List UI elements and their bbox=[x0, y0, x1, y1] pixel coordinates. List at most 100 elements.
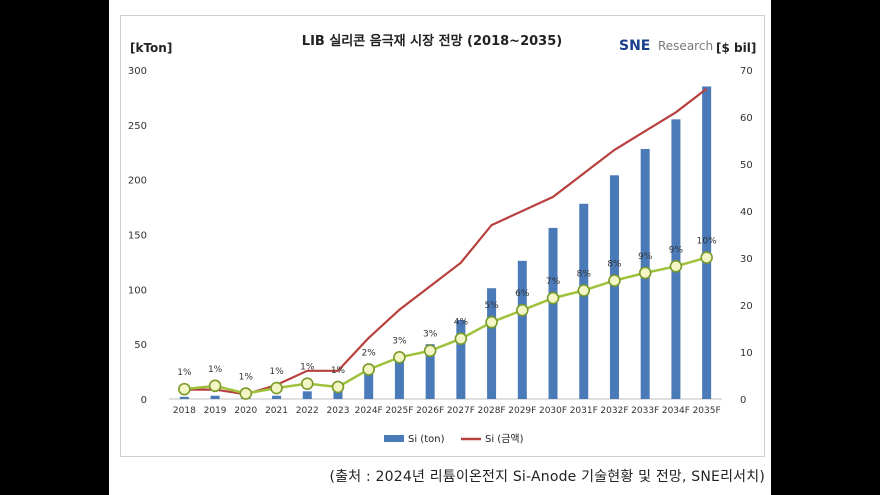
share-label: 1% bbox=[331, 366, 346, 376]
y-right-tick-label: 30 bbox=[740, 254, 753, 265]
legend-bar-label: Si (ton) bbox=[408, 434, 445, 445]
share-marker bbox=[638, 266, 652, 280]
share-marker bbox=[669, 260, 683, 273]
share-label: 3% bbox=[423, 330, 438, 340]
share-label: 2% bbox=[362, 348, 377, 358]
share-marker bbox=[454, 332, 468, 345]
share-marker bbox=[700, 251, 713, 264]
share-labels: 1% 1% 1% 1% 1% 1% 2% 3% 3% 4% 5% 6% 7% 8% 8% 9% 9% 10% bbox=[177, 237, 717, 383]
x-tick-label: 2023 bbox=[327, 406, 350, 416]
logo-suffix: Research bbox=[658, 39, 713, 53]
y-left-tick-label: 250 bbox=[128, 121, 147, 132]
bar bbox=[517, 260, 527, 399]
y-left-tick-label: 50 bbox=[134, 340, 147, 351]
legend: Si (ton) Si (금액) bbox=[384, 433, 524, 445]
share-marker bbox=[546, 291, 560, 305]
x-ticks: 2018 2019 2020 2021 2022 2023 2024F 2025F 2026F 2… bbox=[173, 406, 721, 416]
share-marker bbox=[270, 381, 283, 395]
share-marker bbox=[393, 351, 406, 364]
bar bbox=[456, 320, 466, 399]
share-label: 9% bbox=[669, 245, 684, 255]
share-label: 9% bbox=[638, 252, 653, 262]
bar bbox=[671, 119, 681, 399]
share-marker bbox=[362, 363, 375, 376]
share-line bbox=[184, 256, 707, 395]
y-right-tick-label: 10 bbox=[740, 348, 753, 359]
x-tick-label: 2026F bbox=[416, 406, 444, 416]
share-marker bbox=[423, 344, 437, 358]
legend-bar-swatch bbox=[384, 435, 404, 442]
x-tick-label: 2028F bbox=[478, 406, 506, 416]
bar bbox=[487, 288, 497, 399]
y-axis-right-label: [$ bil] bbox=[716, 41, 756, 55]
y-left-tick-label: 300 bbox=[128, 66, 147, 77]
axes: 0 50 100 150 200 250 300 0 10 20 30 40 50 60 70 bbox=[128, 66, 753, 406]
bar bbox=[425, 344, 435, 399]
share-marker bbox=[577, 284, 591, 297]
share-marker bbox=[300, 377, 314, 390]
y-left-tick-label: 100 bbox=[128, 285, 147, 296]
share-label: 6% bbox=[515, 289, 530, 299]
y-right-tick-label: 60 bbox=[740, 113, 753, 124]
share-marker bbox=[608, 274, 621, 287]
source-caption: (출처 : 2024년 리튬이온전지 Si-Anode 기술현황 및 전망, S… bbox=[329, 469, 765, 485]
share-label: 5% bbox=[484, 301, 499, 311]
legend-line-label: Si (금액) bbox=[485, 433, 524, 445]
share-label: 4% bbox=[454, 318, 469, 328]
share-label: 7% bbox=[546, 277, 561, 287]
y-right-tick-label: 20 bbox=[740, 301, 753, 312]
y-axis-left-label: [kTon] bbox=[130, 41, 172, 55]
chart-svg: LIB 실리콘 음극재 시장 전망 (2018~2035) SNE Resear… bbox=[128, 33, 756, 445]
share-marker bbox=[178, 382, 191, 396]
share-marker bbox=[331, 380, 345, 394]
share-marker bbox=[516, 303, 529, 317]
share-label: 8% bbox=[607, 260, 622, 270]
y-right-tick-label: 70 bbox=[740, 66, 753, 77]
bar bbox=[302, 391, 312, 399]
bar bbox=[179, 396, 189, 399]
share-marker bbox=[208, 379, 222, 393]
share-label: 10% bbox=[697, 237, 717, 247]
y-left-tick-label: 150 bbox=[128, 231, 147, 242]
y-left-tick-label: 0 bbox=[141, 395, 147, 406]
y-left-tick-label: 200 bbox=[128, 176, 147, 187]
share-label: 1% bbox=[239, 373, 254, 383]
x-tick-label: 2029F bbox=[508, 406, 536, 416]
share-label: 1% bbox=[177, 368, 192, 378]
revenue-line bbox=[184, 87, 708, 396]
chart-frame: LIB 실리콘 음극재 시장 전망 (2018~2035) SNE Resear… bbox=[120, 15, 765, 457]
sne-logo: SNE Research bbox=[619, 38, 713, 54]
x-tick-label: 2031F bbox=[570, 406, 598, 416]
share-label: 8% bbox=[577, 269, 592, 279]
bar bbox=[609, 175, 619, 399]
y-right-tick-label: 40 bbox=[740, 207, 753, 218]
bar bbox=[210, 395, 220, 399]
page: LIB 실리콘 음극재 시장 전망 (2018~2035) SNE Resear… bbox=[109, 0, 771, 495]
x-tick-label: 2022 bbox=[296, 406, 319, 416]
x-tick-label: 2021 bbox=[265, 406, 288, 416]
x-tick-label: 2032F bbox=[600, 406, 628, 416]
y-right-tick-label: 0 bbox=[740, 395, 746, 406]
share-label: 1% bbox=[269, 367, 284, 377]
markers bbox=[178, 251, 713, 400]
lines bbox=[184, 87, 708, 396]
x-tick-label: 2025F bbox=[385, 406, 413, 416]
logo-brand: SNE bbox=[619, 38, 650, 54]
x-tick-label: 2034F bbox=[662, 406, 690, 416]
share-marker bbox=[239, 387, 253, 400]
bar bbox=[394, 358, 404, 399]
bar bbox=[548, 227, 558, 399]
bar bbox=[702, 86, 712, 399]
share-label: 3% bbox=[392, 336, 407, 346]
x-tick-label: 2020 bbox=[234, 406, 257, 416]
share-label: 1% bbox=[208, 365, 223, 375]
x-tick-label: 2027F bbox=[447, 406, 475, 416]
bar bbox=[272, 395, 282, 399]
x-tick-label: 2024F bbox=[355, 406, 383, 416]
bars bbox=[179, 86, 712, 399]
x-tick-label: 2030F bbox=[539, 406, 567, 416]
x-tick-label: 2035F bbox=[693, 406, 721, 416]
bar bbox=[579, 203, 589, 399]
x-tick-label: 2019 bbox=[204, 406, 227, 416]
chart-title: LIB 실리콘 음극재 시장 전망 (2018~2035) bbox=[302, 33, 562, 49]
